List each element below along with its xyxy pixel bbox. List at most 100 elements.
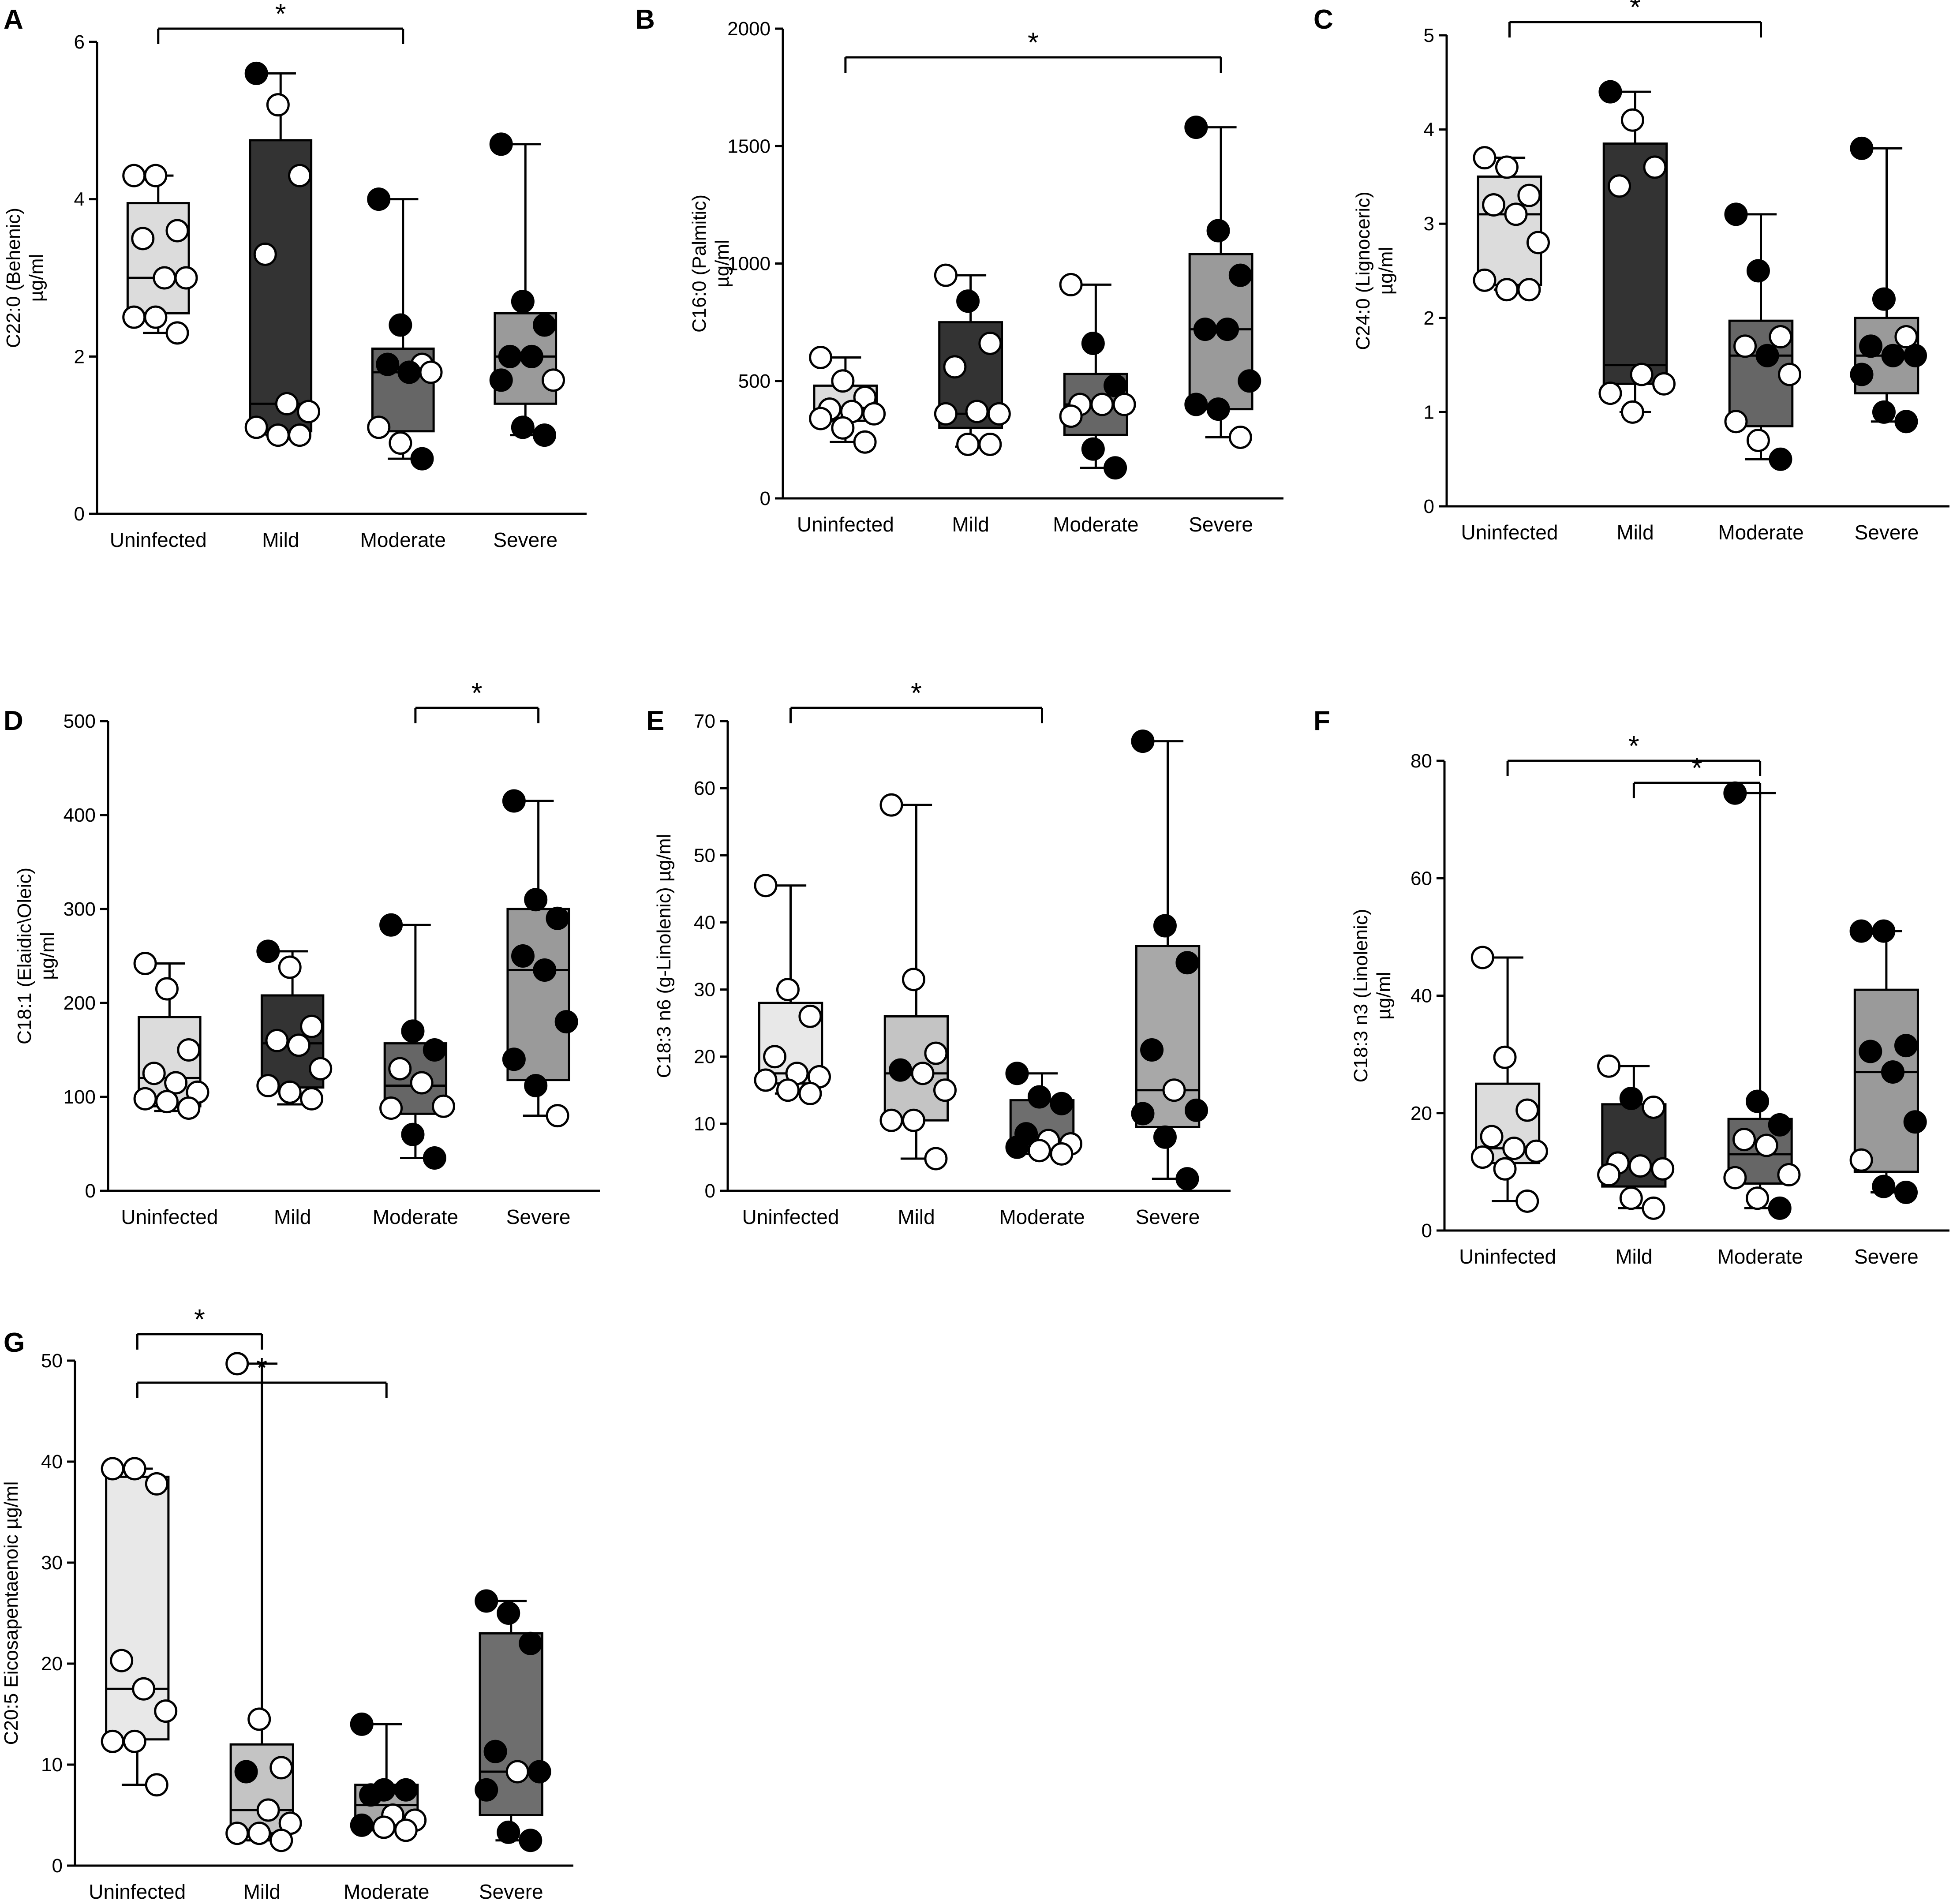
data-point: [862, 402, 886, 426]
x-category-label: Mild: [952, 513, 989, 536]
data-point: [431, 1094, 455, 1118]
x-category-label: Severe: [1189, 513, 1253, 536]
data-point: [410, 447, 434, 471]
data-point: [1206, 397, 1230, 421]
y-tick-label: 1500: [727, 135, 771, 157]
data-point: [288, 164, 311, 187]
x-category-label: Uninfected: [89, 1880, 186, 1903]
x-category-label: Moderate: [1718, 521, 1803, 544]
box-mild: [249, 139, 313, 433]
data-point: [278, 955, 302, 979]
data-point: [934, 263, 958, 287]
data-point: [1746, 259, 1770, 283]
data-point: [879, 793, 903, 817]
data-point: [978, 332, 1002, 355]
data-point: [131, 227, 155, 251]
data-point: [1872, 287, 1896, 311]
data-point: [1050, 1092, 1074, 1115]
data-point: [879, 1108, 903, 1132]
y-axis-title: C18:3 n6 (g-Linolenic) µg/ml: [653, 834, 675, 1078]
x-category-label: Severe: [493, 528, 557, 551]
y-tick-label: 0: [1422, 1220, 1432, 1242]
x-category-label: Mild: [243, 1880, 281, 1903]
x-category-label: Moderate: [360, 528, 446, 551]
data-point: [1493, 1157, 1517, 1181]
data-point: [1502, 1137, 1526, 1160]
data-point: [524, 888, 548, 912]
box-uninfected: [105, 1475, 170, 1741]
y-tick-label: 1: [1424, 401, 1434, 423]
data-point: [359, 1783, 383, 1807]
y-tick-label: 70: [694, 711, 715, 732]
data-point: [1598, 80, 1622, 104]
data-point: [831, 416, 855, 440]
data-point: [244, 415, 268, 439]
data-point: [1746, 1186, 1770, 1210]
y-axis-title: C18:3 n3 (Linolenic): [1350, 909, 1372, 1083]
data-point: [394, 1818, 418, 1842]
data-point: [101, 1457, 124, 1481]
data-point: [1608, 174, 1631, 198]
data-point: [798, 1004, 822, 1028]
x-category-label: Severe: [1855, 521, 1919, 544]
panel-letter: E: [646, 706, 664, 736]
y-tick-label: 500: [738, 370, 771, 392]
data-point: [1515, 1098, 1539, 1122]
data-point: [122, 305, 146, 329]
data-point: [924, 1041, 948, 1065]
x-category-label: Uninfected: [742, 1205, 839, 1228]
panel-G: G 0 10 20 30 40 50 C20:5 Eicosapentaenoic µg/ml…: [0, 1303, 573, 1903]
data-point: [1872, 919, 1896, 943]
data-point: [155, 977, 179, 1001]
y-tick-label: 3: [1424, 213, 1434, 235]
y-tick-label: 40: [694, 912, 715, 933]
y-tick-label: 0: [74, 503, 85, 525]
x-category-label: Moderate: [373, 1205, 458, 1228]
data-point: [1184, 116, 1208, 139]
y-axis-unit: µg/ml: [711, 239, 733, 287]
x-category-label: Moderate: [999, 1205, 1085, 1228]
y-tick-label: 50: [694, 845, 715, 866]
y-tick-label: 60: [1410, 868, 1432, 889]
data-point: [247, 1822, 271, 1845]
y-tick-label: 10: [694, 1113, 715, 1135]
data-point: [132, 1677, 156, 1701]
data-point: [256, 1074, 280, 1097]
data-point: [372, 1815, 396, 1839]
y-tick-label: 2: [74, 346, 85, 367]
data-point: [1131, 1102, 1155, 1126]
data-point: [1153, 914, 1177, 938]
data-point: [401, 1122, 425, 1146]
data-point: [1473, 268, 1497, 292]
data-point: [1723, 781, 1747, 805]
data-point: [266, 423, 290, 447]
data-point: [798, 1081, 822, 1105]
data-point: [956, 433, 980, 456]
panel-letter: D: [4, 706, 23, 736]
data-point: [388, 1057, 412, 1081]
data-point: [483, 1739, 507, 1763]
data-point: [1081, 437, 1105, 461]
data-point: [831, 369, 855, 393]
data-point: [1881, 1060, 1904, 1084]
significance-star: *: [911, 677, 922, 709]
data-point: [809, 407, 833, 430]
y-tick-label: 0: [52, 1855, 63, 1877]
y-axis-unit: µg/ml: [37, 932, 58, 980]
data-point: [1755, 1133, 1778, 1157]
data-point: [1859, 1040, 1882, 1063]
data-point: [1495, 155, 1519, 179]
significance-star: *: [1028, 26, 1039, 58]
panel-letter: G: [4, 1328, 25, 1358]
data-point: [1598, 382, 1622, 405]
data-point: [1153, 1125, 1177, 1149]
data-point: [1904, 344, 1927, 367]
data-point: [1493, 1045, 1517, 1069]
panel-D: D 0 100 200 300 400 500 C18:1 (Elaidic\Oleic) µg…: [4, 677, 600, 1228]
x-category-label: Uninfected: [121, 1205, 218, 1228]
data-point: [1238, 369, 1261, 393]
y-tick-label: 300: [64, 898, 96, 920]
panel-E: E 0 10 20 30 40 50 60 70 C18:3 n6 (g-Linolenic) µ…: [646, 677, 1231, 1228]
x-category-label: Uninfected: [1461, 521, 1558, 544]
data-point: [145, 1773, 168, 1797]
